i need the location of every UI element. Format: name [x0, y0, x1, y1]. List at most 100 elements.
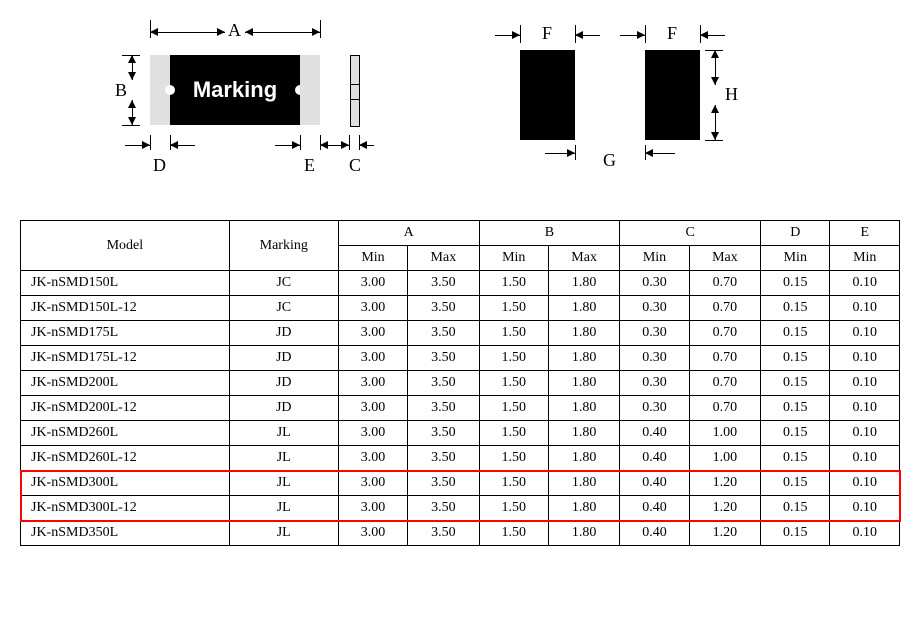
- table-cell: 0.40: [620, 471, 689, 496]
- table-cell: JK-nSMD175L: [21, 321, 230, 346]
- header-b-min: Min: [479, 246, 548, 271]
- dim-tick: [150, 135, 151, 150]
- table-cell: JD: [229, 371, 338, 396]
- dim-arrow: [275, 145, 300, 146]
- table-cell: 3.00: [338, 271, 407, 296]
- table-cell: JC: [229, 271, 338, 296]
- table-cell: 1.50: [479, 496, 548, 521]
- pad-left: [520, 50, 575, 140]
- table-cell: JK-nSMD150L-12: [21, 296, 230, 321]
- table-cell: 0.15: [761, 371, 830, 396]
- table-cell: 1.80: [548, 446, 619, 471]
- table-cell: 0.15: [761, 446, 830, 471]
- header-d-min: Min: [761, 246, 830, 271]
- table-cell: 3.00: [338, 321, 407, 346]
- dim-arrow: [125, 145, 150, 146]
- table-cell: 0.15: [761, 396, 830, 421]
- dim-tick: [645, 25, 646, 43]
- table-cell: 0.10: [830, 296, 900, 321]
- dim-label-d: D: [153, 155, 166, 176]
- table-cell: 0.10: [830, 496, 900, 521]
- dim-arrow: [170, 145, 195, 146]
- table-cell: 3.00: [338, 521, 407, 546]
- table-cell: 1.00: [689, 446, 760, 471]
- header-e-min: Min: [830, 246, 900, 271]
- dim-label-c: C: [349, 155, 361, 176]
- table-cell: 1.50: [479, 271, 548, 296]
- table-cell: 0.30: [620, 271, 689, 296]
- table-cell: JL: [229, 471, 338, 496]
- table-cell: 0.15: [761, 421, 830, 446]
- table-row: JK-nSMD300L-12JL3.003.501.501.800.401.20…: [21, 496, 900, 521]
- table-cell: 1.80: [548, 471, 619, 496]
- table-cell: 3.00: [338, 346, 407, 371]
- dim-label-h: H: [725, 84, 738, 105]
- dim-tick: [300, 135, 301, 150]
- table-cell: 1.80: [548, 321, 619, 346]
- table-cell: 0.40: [620, 421, 689, 446]
- dim-tick: [122, 125, 140, 126]
- table-cell: 3.50: [408, 321, 479, 346]
- dim-arrow: [495, 35, 520, 36]
- table-cell: JK-nSMD175L-12: [21, 346, 230, 371]
- dim-tick: [320, 20, 321, 38]
- dim-arrow: [715, 105, 716, 140]
- table-cell: JD: [229, 346, 338, 371]
- dim-arrow: [620, 35, 645, 36]
- dim-arrow: [245, 32, 320, 33]
- table-cell: 1.50: [479, 346, 548, 371]
- table-cell: 3.50: [408, 296, 479, 321]
- table-cell: 0.30: [620, 321, 689, 346]
- dim-tick: [575, 145, 576, 160]
- table-cell: 0.30: [620, 346, 689, 371]
- table-cell: 0.70: [689, 396, 760, 421]
- header-e: E: [830, 221, 900, 246]
- table-cell: 1.80: [548, 346, 619, 371]
- dim-tick: [349, 135, 350, 150]
- table-cell: 0.15: [761, 521, 830, 546]
- table-cell: JL: [229, 421, 338, 446]
- table-cell: 3.00: [338, 496, 407, 521]
- diagram-component: Marking A B D E C: [120, 20, 380, 190]
- table-cell: 1.50: [479, 371, 548, 396]
- table-cell: 3.50: [408, 371, 479, 396]
- diagrams-row: Marking A B D E C: [120, 20, 899, 190]
- dim-arrow: [545, 153, 575, 154]
- table-cell: 0.70: [689, 271, 760, 296]
- diagram-pads: F F G H: [480, 20, 780, 190]
- table-cell: 1.50: [479, 521, 548, 546]
- table-cell: 1.20: [689, 471, 760, 496]
- table-cell: 3.00: [338, 371, 407, 396]
- table-cell: 1.80: [548, 496, 619, 521]
- dim-arrow: [132, 100, 133, 125]
- pad-right: [645, 50, 700, 140]
- table-row: JK-nSMD260L-12JL3.003.501.501.800.401.00…: [21, 446, 900, 471]
- header-a-min: Min: [338, 246, 407, 271]
- table-cell: 3.00: [338, 421, 407, 446]
- table-cell: 0.10: [830, 346, 900, 371]
- table-cell: 1.20: [689, 496, 760, 521]
- table-row: JK-nSMD300LJL3.003.501.501.800.401.200.1…: [21, 471, 900, 496]
- table-cell: 3.50: [408, 496, 479, 521]
- table-cell: 1.50: [479, 471, 548, 496]
- header-marking: Marking: [229, 221, 338, 271]
- table-cell: 0.10: [830, 396, 900, 421]
- dim-tick: [705, 140, 723, 141]
- table-cell: 3.50: [408, 396, 479, 421]
- table-cell: JK-nSMD350L: [21, 521, 230, 546]
- marking-box: Marking: [170, 55, 300, 125]
- table-row: JK-nSMD260LJL3.003.501.501.800.401.000.1…: [21, 421, 900, 446]
- table-cell: 1.80: [548, 521, 619, 546]
- table-cell: JD: [229, 396, 338, 421]
- header-c: C: [620, 221, 761, 246]
- dim-tick: [520, 25, 521, 43]
- table-row: JK-nSMD175LJD3.003.501.501.800.300.700.1…: [21, 321, 900, 346]
- dim-label-e: E: [304, 155, 315, 176]
- table-cell: 0.10: [830, 271, 900, 296]
- dim-arrow: [359, 145, 374, 146]
- dim-arrow: [150, 32, 225, 33]
- marking-label: Marking: [193, 77, 277, 103]
- table-cell: 0.15: [761, 471, 830, 496]
- table-cell: JK-nSMD300L-12: [21, 496, 230, 521]
- table-cell: 3.00: [338, 396, 407, 421]
